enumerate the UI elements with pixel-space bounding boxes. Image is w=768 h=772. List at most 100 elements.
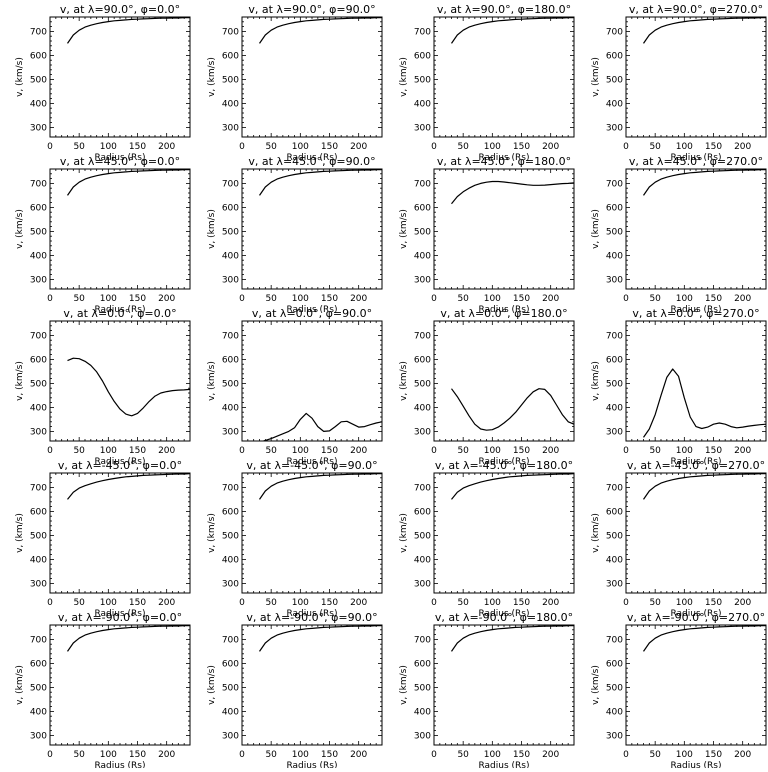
x-tick-label: 50: [73, 598, 85, 608]
y-tick-label: 600: [606, 203, 623, 213]
x-tick-label: 200: [734, 750, 751, 760]
plot-frame: [49, 168, 191, 290]
y-tick-label: 400: [30, 99, 47, 109]
y-tick-label: 500: [414, 75, 431, 85]
x-tick-label: 100: [292, 142, 309, 152]
y-tick-label: 700: [30, 179, 47, 189]
y-tick-label: 700: [414, 483, 431, 493]
x-tick-label: 150: [705, 294, 722, 304]
x-tick-label: 200: [350, 294, 367, 304]
plot-frame: [241, 320, 383, 442]
panel-title: v, at λ=-45.0°, φ=270.0°: [627, 459, 765, 472]
panel-18: v, at λ=-90.0°, φ=90.0° 0 50 100 150 200 300 40…: [207, 611, 383, 771]
x-tick-label: 50: [457, 294, 469, 304]
x-tick-label: 50: [457, 142, 469, 152]
x-tick-label: 200: [542, 142, 559, 152]
x-tick-label: 100: [676, 446, 693, 456]
x-tick-label: 50: [457, 598, 469, 608]
y-axis-label: v, (km/s): [591, 209, 601, 249]
series-line: [643, 17, 766, 44]
y-tick-label: 400: [30, 251, 47, 261]
plot-frame: [433, 168, 575, 290]
panel-3: v, at λ=90.0°, φ=180.0° 0 50 100 150 200 300 40…: [399, 3, 575, 163]
y-tick-label: 600: [414, 355, 431, 365]
plot-frame: [625, 624, 767, 746]
x-tick-label: 0: [623, 142, 629, 152]
y-tick-label: 400: [414, 707, 431, 717]
y-tick-label: 500: [222, 531, 239, 541]
x-tick-label: 150: [321, 142, 338, 152]
y-tick-label: 500: [222, 683, 239, 693]
y-tick-label: 700: [30, 331, 47, 341]
series-line: [643, 625, 766, 652]
y-tick-label: 700: [222, 635, 239, 645]
y-tick-label: 700: [606, 27, 623, 37]
x-axis-label: Radius (Rs): [478, 457, 529, 467]
x-tick-label: 200: [734, 598, 751, 608]
x-tick-label: 100: [676, 294, 693, 304]
panel-8: v, at λ=45.0°, φ=270.0° 0 50 100 150 200 300 40…: [591, 155, 767, 315]
y-tick-label: 500: [222, 75, 239, 85]
y-tick-label: 300: [414, 731, 431, 741]
panel-title: v, at λ=-90.0°, φ=270.0°: [627, 611, 765, 624]
y-axis-label: v, (km/s): [207, 209, 217, 249]
x-tick-label: 100: [292, 294, 309, 304]
panel-12: v, at λ=0.0°, φ=270.0° 0 50 100 150 200 300 400…: [591, 307, 767, 467]
y-tick-label: 600: [222, 507, 239, 517]
x-tick-label: 0: [47, 750, 53, 760]
y-tick-label: 500: [30, 227, 47, 237]
x-tick-label: 50: [649, 446, 661, 456]
x-tick-label: 100: [484, 142, 501, 152]
x-tick-label: 50: [265, 446, 277, 456]
y-tick-label: 500: [414, 683, 431, 693]
y-tick-label: 600: [30, 203, 47, 213]
series-line: [643, 473, 766, 500]
plot-frame: [625, 168, 767, 290]
x-tick-label: 150: [129, 598, 146, 608]
x-tick-label: 50: [457, 750, 469, 760]
x-tick-label: 50: [649, 598, 661, 608]
y-tick-label: 600: [222, 203, 239, 213]
x-tick-label: 0: [47, 142, 53, 152]
x-axis-label: Radius (Rs): [670, 609, 721, 619]
plot-frame: [433, 624, 575, 746]
plot-frame: [49, 624, 191, 746]
panel-20: v, at λ=-90.0°, φ=270.0° 0 50 100 150 200 300 4…: [591, 611, 767, 771]
y-tick-label: 700: [606, 635, 623, 645]
y-tick-label: 500: [606, 379, 623, 389]
series-line: [259, 473, 382, 500]
y-tick-label: 300: [606, 275, 623, 285]
x-tick-label: 150: [513, 598, 530, 608]
series-line: [451, 473, 574, 500]
series-line: [643, 368, 766, 438]
y-axis-label: v, (km/s): [15, 665, 25, 705]
x-axis-label: Radius (Rs): [94, 761, 145, 768]
y-tick-label: 600: [414, 51, 431, 61]
series-line: [67, 473, 190, 500]
y-tick-label: 700: [222, 27, 239, 37]
series-line: [451, 625, 574, 652]
panel-title: v, at λ=-45.0°, φ=180.0°: [435, 459, 573, 472]
y-tick-label: 300: [606, 427, 623, 437]
y-tick-label: 400: [606, 403, 623, 413]
plot-frame: [433, 472, 575, 594]
x-tick-label: 200: [734, 294, 751, 304]
plot-frame: [241, 168, 383, 290]
panel-1: v, at λ=90.0°, φ=0.0° 0 50 100 150 200 300 400 5…: [15, 3, 191, 163]
x-tick-label: 200: [350, 750, 367, 760]
y-axis-label: v, (km/s): [15, 57, 25, 97]
x-tick-label: 150: [129, 446, 146, 456]
y-tick-label: 300: [222, 275, 239, 285]
y-axis-label: v, (km/s): [399, 513, 409, 553]
x-tick-label: 50: [649, 750, 661, 760]
y-tick-label: 600: [414, 659, 431, 669]
panel-title: v, at λ=90.0°, φ=270.0°: [629, 3, 763, 16]
panel-4: v, at λ=90.0°, φ=270.0° 0 50 100 150 200 300 40…: [591, 3, 767, 163]
x-axis-label: Radius (Rs): [670, 305, 721, 315]
panel-title: v, at λ=0.0°, φ=270.0°: [632, 307, 759, 320]
x-tick-label: 200: [542, 294, 559, 304]
x-axis-label: Radius (Rs): [670, 457, 721, 467]
x-tick-label: 100: [484, 598, 501, 608]
plot-frame: [241, 16, 383, 138]
y-tick-label: 600: [606, 659, 623, 669]
